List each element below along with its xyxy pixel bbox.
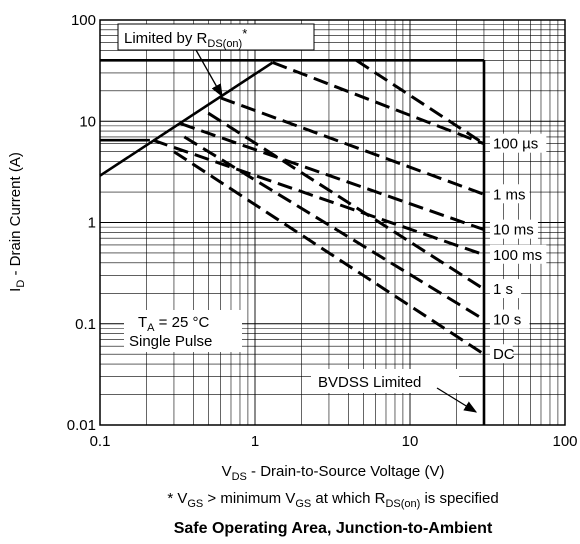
y-axis-title-sub: D bbox=[15, 280, 27, 288]
ta-symbol: T bbox=[138, 314, 147, 331]
conditions-annotation: TA = 25 °C Single Pulse bbox=[124, 310, 242, 352]
bvdss-box bbox=[311, 369, 459, 393]
soa-curves bbox=[99, 58, 486, 425]
rds-limit-line bbox=[99, 61, 274, 177]
curve-labels: 100 µs 1 ms 10 ms 100 ms 1 s 10 s DC bbox=[489, 133, 547, 364]
y-axis-title-rest: - Drain Current (A) bbox=[7, 152, 24, 280]
curve-label: 10 s bbox=[493, 312, 521, 329]
curve-label-bg bbox=[489, 244, 547, 264]
curve-label-bg bbox=[489, 344, 513, 364]
x-axis-title-main: V bbox=[222, 463, 232, 480]
x-tick-label: 10 bbox=[402, 433, 419, 450]
series-line bbox=[272, 61, 485, 146]
footnote-sub1: GS bbox=[187, 498, 203, 510]
y-tick-label: 1 bbox=[88, 215, 96, 232]
curve-label: 10 ms bbox=[493, 222, 534, 239]
rds-annotation-prefix: Limited by R bbox=[124, 30, 208, 47]
footnote-mid1: > minimum V bbox=[203, 490, 295, 507]
footnote-mid2: at which R bbox=[311, 490, 385, 507]
x-tick-label: 100 bbox=[552, 433, 577, 450]
plot-frame bbox=[99, 19, 566, 426]
x-axis-title-rest: - Drain-to-Source Voltage (V) bbox=[247, 463, 445, 480]
series-line bbox=[179, 122, 485, 232]
footnote-sub3: DS(on) bbox=[385, 498, 420, 510]
y-axis-title: ID - Drain Current (A) bbox=[7, 152, 27, 292]
y-axis-title-main: I bbox=[7, 288, 24, 292]
curve-label: 100 ms bbox=[493, 247, 542, 264]
bvdss-label: BVDSS Limited bbox=[318, 374, 421, 391]
conditions-box bbox=[124, 310, 242, 352]
chart-title: Safe Operating Area, Junction-to-Ambient bbox=[174, 520, 493, 537]
series-line bbox=[183, 135, 485, 321]
curve-label-bg bbox=[489, 219, 538, 239]
y-tick-label: 0.01 bbox=[67, 417, 96, 434]
curve-label-bg bbox=[489, 184, 530, 204]
curve-label-bg bbox=[489, 133, 547, 153]
curve-label: 1 s bbox=[493, 281, 513, 298]
y-tick-label: 10 bbox=[79, 113, 96, 130]
series-line bbox=[207, 111, 485, 291]
series-line bbox=[152, 138, 485, 257]
series-line bbox=[173, 150, 485, 356]
svg-text:Limited by RDS(on)*: Limited by RDS(on)* bbox=[124, 26, 247, 50]
series-line bbox=[220, 96, 485, 196]
bvdss-annotation: BVDSS Limited bbox=[311, 369, 478, 413]
footnote-prefix: * V bbox=[167, 490, 187, 507]
svg-text:TA = 25 °C: TA = 25 °C bbox=[138, 314, 209, 334]
curve-label: DC bbox=[493, 346, 515, 363]
x-axis-title: VDS - Drain-to-Source Voltage (V) bbox=[222, 463, 445, 483]
bvdss-arrow bbox=[436, 387, 478, 413]
rds-annotation-suffix: * bbox=[242, 26, 247, 41]
curve-label: 100 µs bbox=[493, 136, 538, 153]
curve-label: 1 ms bbox=[493, 186, 526, 203]
series-line bbox=[355, 59, 485, 145]
x-tick-label: 0.1 bbox=[90, 433, 111, 450]
rds-arrow bbox=[195, 49, 223, 98]
ta-value: = 25 °C bbox=[155, 314, 210, 331]
y-tick-label: 0.1 bbox=[75, 316, 96, 333]
rds-annotation-sub: DS(on) bbox=[207, 38, 242, 50]
ta-sub: A bbox=[147, 322, 155, 334]
footnote: * VGS > minimum VGS at which RDS(on) is … bbox=[167, 490, 498, 510]
x-axis-title-sub: DS bbox=[232, 471, 247, 483]
curve-label-bg bbox=[489, 279, 522, 299]
curve-label-bg bbox=[489, 309, 530, 329]
footnote-sub2: GS bbox=[295, 498, 311, 510]
single-pulse-label: Single Pulse bbox=[129, 333, 212, 350]
y-tick-label: 100 bbox=[71, 12, 96, 29]
rds-annotation-box bbox=[117, 23, 315, 51]
footnote-suffix: is specified bbox=[420, 490, 498, 507]
rds-annotation: Limited by RDS(on)* bbox=[117, 23, 315, 98]
x-tick-label: 1 bbox=[251, 433, 259, 450]
